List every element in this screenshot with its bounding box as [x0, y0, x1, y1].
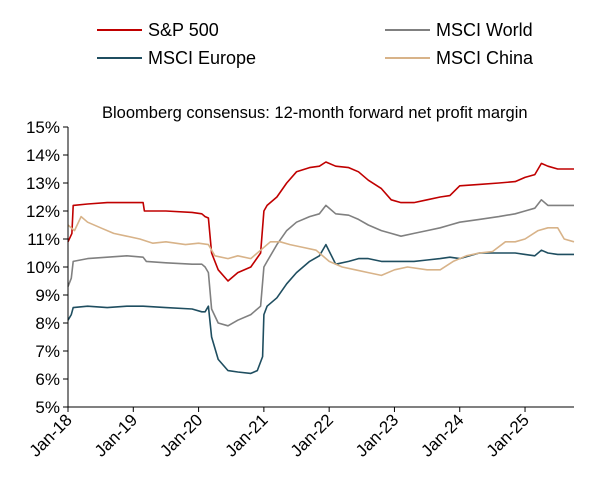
legend-label: MSCI China	[436, 48, 534, 68]
y-tick-label: 7%	[35, 342, 60, 361]
chart-title: Bloomberg consensus: 12-month forward ne…	[102, 104, 528, 122]
y-tick-label: 11%	[27, 230, 60, 249]
series-line-s-p-500	[67, 161, 574, 282]
x-tick-label: Jan-25	[483, 410, 533, 460]
y-tick-label: 6%	[35, 370, 60, 389]
y-tick-label: 8%	[35, 314, 60, 333]
series-layer	[67, 161, 575, 375]
x-tick-label: Jan-24	[417, 410, 467, 460]
y-tick-label: 14%	[26, 146, 60, 165]
legend-item-msci-china: MSCI China	[385, 48, 534, 68]
legend-label: MSCI Europe	[148, 48, 256, 68]
legend-item-msci-world: MSCI World	[385, 20, 533, 40]
x-tick-label: Jan-22	[287, 410, 337, 460]
y-tick-label: 10%	[26, 258, 60, 277]
legend-item-msci-europe: MSCI Europe	[97, 48, 256, 68]
series-line-msci-europe	[67, 243, 574, 375]
legend: S&P 500 MSCI World MSCI Europe MSCI China	[97, 20, 534, 68]
series-line-msci-world	[67, 199, 574, 327]
x-tick-label: Jan-20	[156, 410, 206, 460]
y-tick-label: 5%	[35, 398, 60, 417]
y-tick-label: 13%	[26, 174, 60, 193]
x-tick-label: Jan-21	[222, 410, 272, 460]
y-tick-label: 12%	[26, 202, 60, 221]
series-line-msci-china	[67, 215, 575, 277]
y-tick-label: 15%	[26, 118, 60, 137]
axes: 5% 6% 7% 8% 9% 10% 11% 12% 13% 14% 15% Jan-18 Jan-19…	[26, 118, 574, 461]
x-tick-label: Jan-18	[26, 410, 76, 460]
y-tick-label: 9%	[35, 286, 60, 305]
legend-label: MSCI World	[436, 20, 533, 40]
x-tick-label: Jan-23	[352, 410, 402, 460]
x-tick-label: Jan-19	[91, 410, 141, 460]
legend-item-s-p-500: S&P 500	[97, 20, 219, 40]
legend-label: S&P 500	[148, 20, 219, 40]
